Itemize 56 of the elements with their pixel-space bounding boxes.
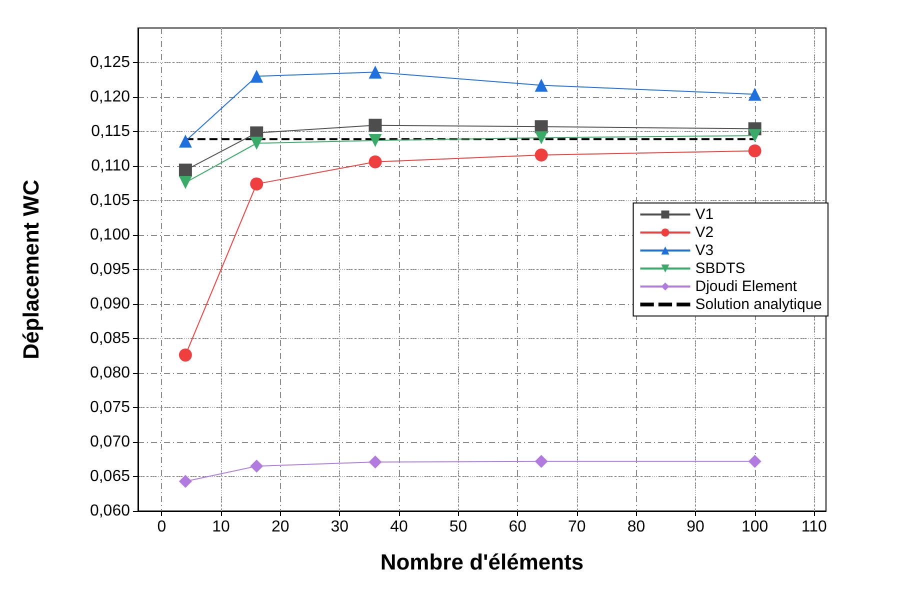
- x-tick-label: 10: [212, 518, 230, 536]
- point: [534, 454, 548, 468]
- point: [368, 456, 382, 469]
- y-tick-label: 0,060: [90, 502, 130, 520]
- y-tick-label: 0,105: [90, 192, 130, 209]
- point: [178, 348, 192, 362]
- point: [534, 148, 548, 162]
- point: [748, 144, 762, 158]
- point: [250, 136, 264, 150]
- legend-label: V1: [695, 206, 714, 223]
- x-tick-label: 80: [627, 518, 646, 536]
- legend-label: Djoudi Element: [695, 278, 798, 295]
- x-tick-label: 0: [157, 518, 166, 536]
- point: [178, 474, 192, 488]
- x-tick-label: 110: [801, 518, 827, 536]
- x-tick-label: 20: [271, 518, 290, 536]
- y-tick-label: 0,070: [90, 434, 130, 450]
- x-tick-label: 30: [330, 518, 349, 536]
- x-tick-label: 90: [686, 518, 705, 536]
- x-tick-label: 60: [508, 518, 527, 536]
- point: [534, 131, 548, 144]
- point: [368, 66, 382, 79]
- point: [178, 164, 192, 177]
- y-tick-label: 0,115: [91, 123, 130, 140]
- y-tick-label: 0,120: [90, 88, 130, 106]
- point: [368, 155, 382, 168]
- y-tick-label: 0,095: [90, 261, 130, 278]
- x-tick-label: 40: [390, 518, 408, 536]
- legend-label: V2: [695, 224, 714, 241]
- legend-label: Solution analytique: [695, 296, 822, 313]
- y-tick-label: 0,110: [91, 158, 130, 174]
- point: [250, 70, 264, 83]
- x-axis-title: Nombre d'éléments: [380, 550, 584, 574]
- y-tick-label: 0,075: [90, 399, 130, 416]
- point: [368, 118, 382, 132]
- y-axis-title: Déplacement WC: [18, 180, 44, 360]
- legend-label: V3: [695, 242, 714, 259]
- x-tick-label: 100: [741, 518, 768, 536]
- legend-label: SBDTS: [695, 260, 746, 277]
- y-tick-label: 0,080: [90, 364, 130, 382]
- point: [250, 460, 264, 473]
- point: [178, 134, 192, 148]
- point: [368, 134, 382, 147]
- point: [534, 78, 548, 92]
- y-tick-label: 0,085: [90, 330, 130, 347]
- point: [748, 88, 762, 101]
- y-tick-label: 0,125: [90, 54, 130, 71]
- y-tick-label: 0,090: [90, 296, 130, 312]
- y-tick-label: 0,065: [90, 468, 130, 485]
- y-tick-label: 0,100: [90, 226, 130, 244]
- point: [178, 176, 192, 190]
- point: [250, 177, 264, 190]
- x-tick-label: 70: [568, 518, 586, 536]
- point: [748, 129, 762, 142]
- point: [748, 454, 762, 468]
- x-tick-label: 50: [449, 518, 468, 536]
